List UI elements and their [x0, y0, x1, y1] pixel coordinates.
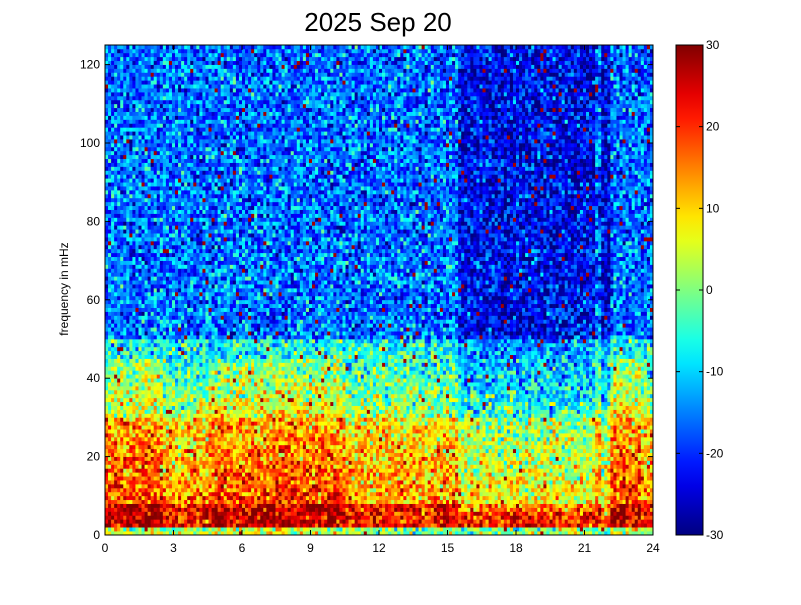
- y-tick-label: 40: [87, 371, 101, 385]
- x-tick-label: 18: [509, 541, 523, 555]
- colorbar-tick-label: 0: [706, 283, 713, 297]
- x-tick-label: 21: [578, 541, 592, 555]
- x-tick-label: 15: [441, 541, 455, 555]
- x-tick-label: 12: [372, 541, 386, 555]
- y-tick-label: 100: [80, 136, 100, 150]
- y-tick-label: 20: [87, 450, 101, 464]
- colorbar-tick-label: 20: [706, 120, 720, 134]
- colorbar-tick-label: -30: [706, 528, 724, 542]
- x-tick-label: 24: [646, 541, 660, 555]
- x-tick-label: 3: [170, 541, 177, 555]
- y-tick-label: 60: [87, 293, 101, 307]
- x-tick-label: 0: [102, 541, 109, 555]
- colorbar: [676, 45, 703, 535]
- colorbar-tick-label: -20: [706, 446, 724, 460]
- colorbar-tick-label: 10: [706, 201, 720, 215]
- x-tick-label: 9: [307, 541, 314, 555]
- y-axis-label: frequency in mHz: [57, 242, 71, 335]
- y-tick-label: 80: [87, 214, 101, 228]
- colorbar-tick-label: -10: [706, 365, 724, 379]
- y-tick-label: 0: [93, 528, 100, 542]
- heatmap-cells: [105, 45, 653, 535]
- chart-title: 2025 Sep 20: [304, 7, 451, 37]
- colorbar-tick-label: 30: [706, 38, 720, 52]
- x-tick-label: 6: [239, 541, 246, 555]
- y-tick-label: 120: [80, 58, 100, 72]
